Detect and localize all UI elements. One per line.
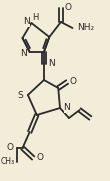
Text: O: O bbox=[70, 77, 77, 87]
Text: N: N bbox=[20, 49, 27, 58]
Text: S: S bbox=[18, 90, 23, 100]
Text: N: N bbox=[23, 18, 30, 26]
Text: O: O bbox=[37, 153, 44, 163]
Text: N: N bbox=[64, 104, 70, 113]
Text: H: H bbox=[32, 12, 38, 22]
Text: NH₂: NH₂ bbox=[77, 24, 94, 33]
Text: O: O bbox=[64, 3, 72, 12]
Text: CH₃: CH₃ bbox=[0, 157, 15, 167]
Text: O: O bbox=[7, 144, 14, 153]
Text: N: N bbox=[48, 60, 55, 68]
